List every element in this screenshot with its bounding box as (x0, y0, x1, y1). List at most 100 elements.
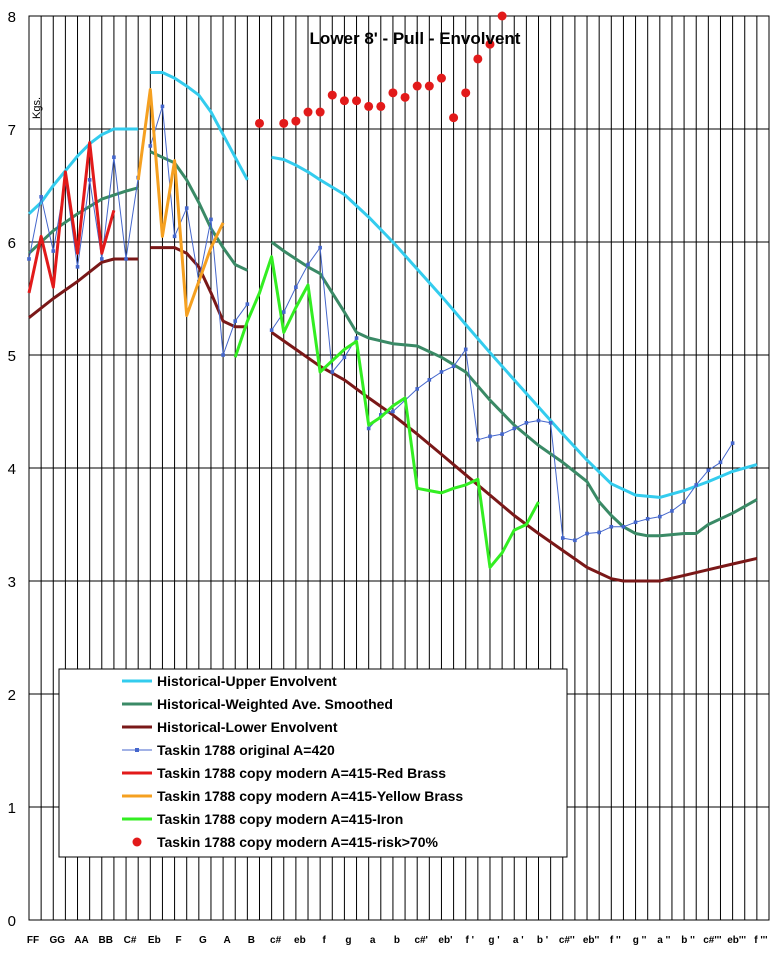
marker-taskin-1788-original-a-420 (560, 536, 565, 540)
point-taskin-1788-copy-modern-a-415-risk-70 (339, 96, 349, 106)
x-tick-label: b (394, 935, 400, 946)
marker-taskin-1788-original-a-420 (209, 217, 213, 222)
x-tick-label: c#''' (703, 935, 721, 946)
x-tick-label: a (370, 935, 376, 946)
marker-taskin-1788-original-a-420 (366, 426, 371, 431)
x-tick-label: A (223, 935, 230, 946)
point-taskin-1788-copy-modern-a-415-risk-70 (291, 116, 301, 126)
marker-taskin-1788-original-a-420 (439, 370, 444, 374)
marker-taskin-1788-original-a-420 (670, 509, 674, 513)
marker-taskin-1788-original-a-420 (718, 460, 723, 465)
x-tick-label: Eb (148, 935, 161, 946)
marker-taskin-1788-original-a-420 (488, 434, 492, 439)
x-tick-label: GG (49, 935, 65, 946)
point-taskin-1788-copy-modern-a-415-risk-70 (400, 92, 410, 102)
x-tick-label: f (322, 935, 326, 946)
point-taskin-1788-copy-modern-a-415-risk-70 (449, 113, 459, 123)
point-taskin-1788-copy-modern-a-415-risk-70 (327, 90, 337, 100)
point-taskin-1788-copy-modern-a-415-risk-70 (424, 81, 434, 91)
legend-label: Historical-Upper Envolvent (157, 673, 337, 689)
legend-label: Taskin 1788 copy modern A=415-Red Brass (157, 765, 446, 781)
x-tick-label: FF (27, 935, 39, 946)
marker-taskin-1788-original-a-420 (451, 364, 456, 369)
marker-taskin-1788-original-a-420 (621, 524, 626, 529)
marker-taskin-1788-original-a-420 (330, 370, 335, 374)
series-line-taskin-1788-original-a-420 (28, 156, 139, 268)
marker-taskin-1788-original-a-420 (269, 328, 274, 332)
marker-taskin-1788-original-a-420 (463, 347, 468, 352)
x-tick-label: b ' (537, 935, 548, 946)
x-tick-label: G (199, 935, 207, 946)
point-taskin-1788-copy-modern-a-415-risk-70 (303, 107, 313, 117)
marker-taskin-1788-original-a-420 (233, 319, 238, 323)
point-taskin-1788-copy-modern-a-415-risk-70 (485, 39, 495, 49)
series-line-historical-lower-envolvent (150, 246, 248, 329)
marker-taskin-1788-original-a-420 (476, 437, 480, 442)
marker-taskin-1788-original-a-420 (391, 409, 395, 414)
legend-label: Taskin 1788 original A=420 (157, 742, 335, 758)
series-line-historical-weighted-ave-smoothed (149, 150, 249, 272)
x-tick-label: a ' (513, 935, 524, 946)
marker-taskin-1788-original-a-420 (124, 257, 128, 261)
marker-taskin-1788-original-a-420 (354, 336, 359, 340)
marker-taskin-1788-original-a-420 (730, 441, 735, 445)
series-line-historical-weighted-ave-smoothed (270, 240, 758, 538)
marker-taskin-1788-original-a-420 (512, 426, 517, 431)
legend-label: Taskin 1788 copy modern A=415-risk>70% (157, 834, 438, 850)
marker-taskin-1788-original-a-420 (75, 265, 80, 269)
marker-taskin-1788-original-a-420 (342, 355, 347, 360)
series-line-taskin-1788-copy-modern-a-415-red-brass (27, 141, 116, 294)
series-line-taskin-1788-copy-modern-a-415-yellow-brass (136, 88, 225, 317)
point-taskin-1788-copy-modern-a-415-risk-70 (461, 88, 471, 98)
marker-taskin-1788-original-a-420 (294, 285, 298, 289)
y-tick-label: 0 (8, 913, 16, 930)
x-tick-label: f '' (610, 935, 621, 946)
marker-taskin-1788-original-a-420 (609, 524, 614, 529)
legend-swatch-marker (135, 748, 139, 752)
marker-taskin-1788-original-a-420 (245, 302, 250, 306)
point-taskin-1788-copy-modern-a-415-risk-70 (436, 73, 446, 83)
point-taskin-1788-copy-modern-a-415-risk-70 (279, 118, 289, 128)
marker-taskin-1788-original-a-420 (172, 234, 177, 239)
y-tick-label: 8 (8, 9, 16, 26)
marker-taskin-1788-original-a-420 (536, 418, 541, 423)
marker-taskin-1788-original-a-420 (524, 421, 529, 425)
marker-taskin-1788-original-a-420 (706, 468, 711, 473)
x-tick-label: g '' (633, 935, 647, 946)
legend-label: Taskin 1788 copy modern A=415-Yellow Bra… (157, 788, 463, 804)
x-tick-label: f ''' (754, 935, 767, 946)
x-tick-label: a '' (657, 935, 670, 946)
x-tick-label: AA (74, 935, 88, 946)
x-tick-label: eb (294, 935, 306, 946)
marker-taskin-1788-original-a-420 (573, 538, 577, 543)
marker-taskin-1788-original-a-420 (427, 378, 432, 382)
legend-label: Historical-Lower Envolvent (157, 719, 338, 735)
marker-taskin-1788-original-a-420 (658, 514, 662, 519)
y-tick-label: 6 (8, 235, 16, 252)
y-tick-label: 7 (8, 122, 16, 139)
series-layer (27, 11, 758, 583)
point-taskin-1788-copy-modern-a-415-risk-70 (473, 54, 483, 64)
marker-taskin-1788-original-a-420 (415, 387, 419, 391)
legend-label: Taskin 1788 copy modern A=415-Iron (157, 811, 403, 827)
point-taskin-1788-copy-modern-a-415-risk-70 (254, 118, 264, 128)
marker-taskin-1788-original-a-420 (585, 531, 589, 536)
point-taskin-1788-copy-modern-a-415-risk-70 (352, 96, 362, 106)
x-tick-label: BB (99, 935, 113, 946)
marker-taskin-1788-original-a-420 (548, 421, 553, 425)
legend-label: Historical-Weighted Ave. Smoothed (157, 696, 393, 712)
marker-taskin-1788-original-a-420 (148, 144, 153, 148)
marker-taskin-1788-original-a-420 (281, 310, 286, 314)
marker-taskin-1788-original-a-420 (318, 245, 322, 250)
marker-taskin-1788-original-a-420 (694, 483, 699, 487)
series-line-historical-upper-envolvent (150, 71, 249, 181)
legend-box (58, 668, 568, 858)
marker-taskin-1788-original-a-420 (682, 500, 686, 504)
y-tick-label: 4 (8, 461, 16, 478)
marker-taskin-1788-original-a-420 (306, 262, 310, 267)
marker-taskin-1788-original-a-420 (160, 104, 165, 109)
marker-taskin-1788-original-a-420 (184, 206, 189, 210)
x-tick-label: eb''' (727, 935, 746, 946)
